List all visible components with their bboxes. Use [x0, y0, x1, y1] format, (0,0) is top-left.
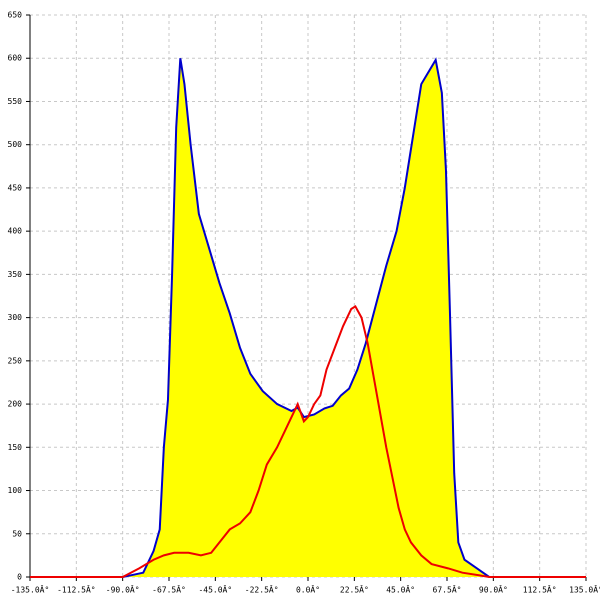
x-tick-label: -45.0Â° [198, 584, 232, 595]
y-tick-label: 0 [17, 573, 22, 582]
y-tick-label: 250 [8, 356, 23, 365]
x-tick-label: 135.0Â° [569, 584, 600, 595]
y-tick-label: 600 [8, 54, 23, 63]
x-tick-label: -22.5Â° [245, 584, 279, 595]
x-tick-label: 112.5Â° [523, 584, 557, 595]
x-tick-label: 90.0Â° [479, 584, 508, 595]
y-tick-label: 350 [8, 270, 23, 279]
x-tick-label: -135.0Â° [11, 584, 50, 595]
line [30, 304, 586, 578]
x-tick-label: -112.5Â° [57, 584, 96, 595]
y-tick-label: 150 [8, 443, 23, 452]
x-tick-label: 22.5Â° [340, 584, 369, 595]
y-tick-label: 200 [8, 400, 23, 409]
y-tick-label: 650 [8, 11, 23, 20]
x-tick-label: 0.0Â° [296, 584, 320, 595]
y-tick-label: 50 [12, 529, 22, 538]
x-tick-label: 45.0Â° [386, 584, 415, 595]
x-tick-label: -90.0Â° [106, 584, 140, 595]
x-tick-label: 67.5Â° [433, 584, 462, 595]
y-tick-label: 550 [8, 97, 23, 106]
area-fill [122, 58, 490, 577]
y-tick-label: 500 [8, 140, 23, 149]
y-tick-label: 400 [8, 227, 23, 236]
y-tick-label: 450 [8, 183, 23, 192]
y-tick-label: 100 [8, 486, 23, 495]
y-tick-label: 300 [8, 313, 23, 322]
x-tick-label: -67.5Â° [152, 584, 186, 595]
